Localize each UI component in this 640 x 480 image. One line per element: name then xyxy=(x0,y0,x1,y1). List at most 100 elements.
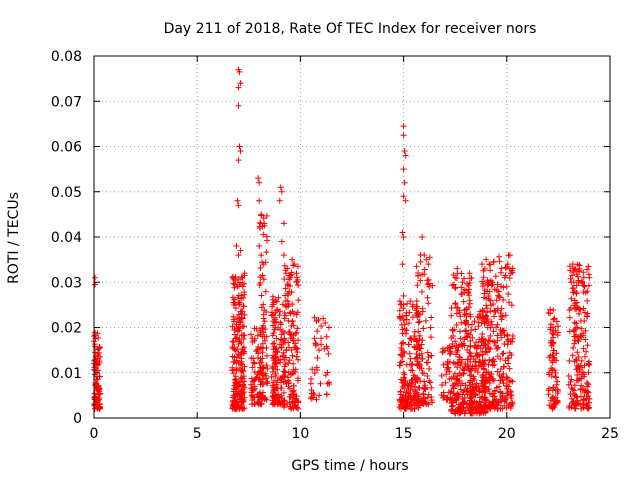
data-point xyxy=(415,319,422,326)
data-point xyxy=(422,317,429,324)
data-point xyxy=(566,328,573,335)
data-point xyxy=(263,362,270,369)
data-point xyxy=(452,338,459,345)
data-point xyxy=(263,352,270,359)
data-point xyxy=(584,288,591,295)
data-point xyxy=(235,252,242,259)
data-point xyxy=(505,338,512,345)
data-point xyxy=(413,351,420,358)
data-point xyxy=(409,367,416,374)
data-point xyxy=(571,333,578,340)
data-point xyxy=(256,223,263,230)
data-point xyxy=(411,383,418,390)
data-point xyxy=(309,366,316,373)
data-point xyxy=(313,396,320,403)
data-point xyxy=(550,351,557,358)
data-point xyxy=(229,338,236,345)
x-tick-label: 5 xyxy=(193,426,202,442)
data-point xyxy=(452,300,459,307)
data-point xyxy=(571,401,578,408)
data-point xyxy=(424,372,431,379)
data-point xyxy=(295,282,302,289)
data-point xyxy=(549,330,556,337)
data-point xyxy=(452,284,459,291)
data-point xyxy=(577,386,584,393)
data-point xyxy=(401,321,408,328)
data-point xyxy=(236,68,243,75)
data-point xyxy=(487,308,494,315)
data-point xyxy=(570,344,577,351)
data-point xyxy=(498,283,505,290)
data-point xyxy=(485,399,492,406)
data-point xyxy=(400,132,407,139)
data-point xyxy=(486,288,493,295)
data-point xyxy=(307,380,314,387)
data-point xyxy=(239,346,246,353)
data-point xyxy=(403,389,410,396)
data-point xyxy=(497,405,504,412)
data-point xyxy=(549,366,556,373)
data-point xyxy=(575,354,582,361)
data-point xyxy=(285,379,292,386)
data-point xyxy=(231,358,238,365)
data-point xyxy=(459,279,466,286)
data-point xyxy=(466,389,473,396)
data-point xyxy=(480,336,487,343)
data-point xyxy=(427,379,434,386)
data-point xyxy=(240,294,247,301)
data-point xyxy=(446,344,453,351)
data-point xyxy=(230,339,237,346)
data-point xyxy=(254,374,261,381)
data-point xyxy=(258,378,265,385)
data-point xyxy=(278,331,285,338)
data-point xyxy=(463,317,470,324)
data-point xyxy=(402,197,409,204)
data-point xyxy=(492,387,499,394)
data-point xyxy=(261,318,268,325)
data-point xyxy=(547,306,554,313)
data-point xyxy=(414,389,421,396)
data-point xyxy=(491,361,498,368)
data-point xyxy=(490,375,497,382)
data-point xyxy=(281,275,288,282)
data-point xyxy=(250,386,257,393)
data-point xyxy=(453,322,460,329)
data-point xyxy=(295,297,302,304)
data-point xyxy=(271,399,278,406)
data-point xyxy=(421,252,428,259)
data-point xyxy=(438,382,445,389)
data-point xyxy=(280,389,287,396)
data-point xyxy=(575,377,582,384)
data-point xyxy=(404,300,411,307)
data-point xyxy=(282,302,289,309)
data-point xyxy=(554,386,561,393)
data-point xyxy=(494,337,501,344)
data-point xyxy=(575,277,582,284)
data-point xyxy=(285,301,292,308)
data-point xyxy=(416,332,423,339)
data-point xyxy=(277,359,284,366)
data-point xyxy=(269,382,276,389)
data-point xyxy=(417,345,424,352)
data-point xyxy=(571,382,578,389)
data-point xyxy=(425,280,432,287)
data-point xyxy=(571,288,578,295)
data-point xyxy=(461,286,468,293)
data-point xyxy=(398,405,405,412)
data-point xyxy=(480,374,487,381)
data-point xyxy=(428,334,435,341)
data-point xyxy=(260,215,267,222)
data-point xyxy=(284,374,291,381)
data-point xyxy=(240,332,247,339)
data-point xyxy=(574,397,581,404)
data-point xyxy=(427,324,434,331)
data-point xyxy=(454,347,461,354)
data-point xyxy=(400,369,407,376)
data-point xyxy=(235,102,242,109)
data-point xyxy=(95,334,102,341)
data-point xyxy=(452,351,459,358)
data-point xyxy=(498,305,505,312)
data-point xyxy=(400,377,407,384)
data-point xyxy=(401,382,408,389)
data-point xyxy=(462,382,469,389)
